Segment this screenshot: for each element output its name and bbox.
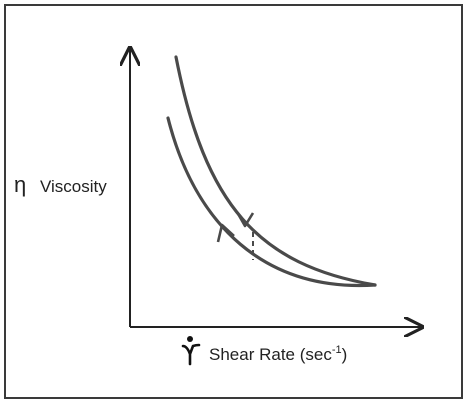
- gamma-dot-icon: [181, 336, 201, 366]
- y-axis-symbol: η: [14, 172, 26, 197]
- upper-curve: [174, 55, 377, 287]
- diagram-frame: [4, 4, 463, 399]
- x-axis-exponent: -1: [332, 344, 342, 356]
- down-arrow-head: [235, 211, 255, 228]
- x-axis-label: Shear Rate (sec-1): [209, 344, 347, 364]
- up-arrow-head: [216, 223, 235, 243]
- y-axis-label: Viscosity: [40, 177, 107, 196]
- lower-curve: [166, 116, 377, 288]
